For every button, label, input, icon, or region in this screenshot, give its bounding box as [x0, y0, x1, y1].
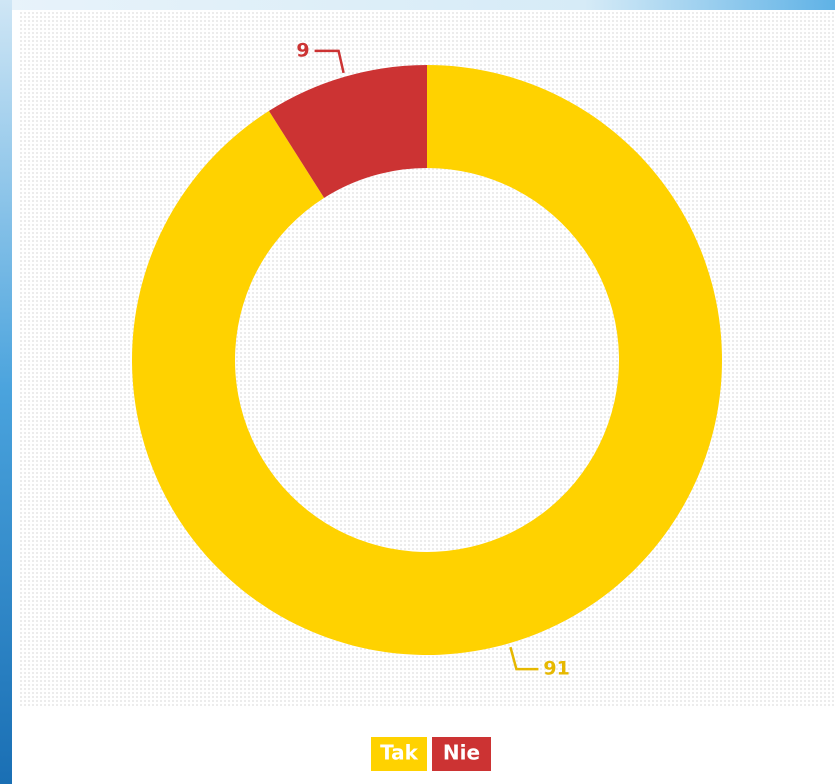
side-strip: [0, 0, 12, 784]
data-label: 91: [543, 658, 569, 680]
legend-swatch: [432, 737, 491, 771]
legend-label: Tak: [380, 741, 419, 765]
leader-line: [314, 49, 345, 74]
legend-label: Nie: [443, 741, 480, 765]
donut-segment: [268, 65, 427, 198]
donut-segment: [131, 65, 722, 655]
legend-swatch: [371, 737, 427, 771]
top-strip: [0, 0, 835, 10]
data-label: 9: [296, 39, 309, 61]
leader-line: [509, 646, 539, 671]
